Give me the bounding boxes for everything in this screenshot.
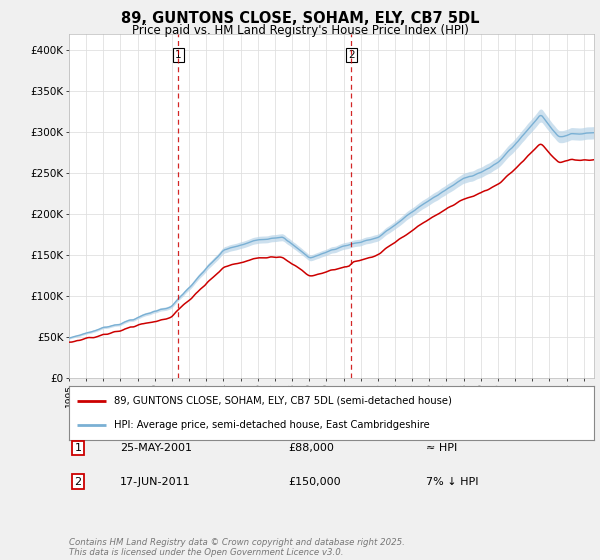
Text: 89, GUNTONS CLOSE, SOHAM, ELY, CB7 5DL (semi-detached house): 89, GUNTONS CLOSE, SOHAM, ELY, CB7 5DL (… [113,396,452,406]
Text: Contains HM Land Registry data © Crown copyright and database right 2025.
This d: Contains HM Land Registry data © Crown c… [69,538,405,557]
Text: £88,000: £88,000 [288,443,334,453]
Text: 2: 2 [74,477,82,487]
Text: 7% ↓ HPI: 7% ↓ HPI [426,477,479,487]
Text: 1: 1 [175,50,182,60]
Text: 17-JUN-2011: 17-JUN-2011 [120,477,191,487]
Text: ≈ HPI: ≈ HPI [426,443,457,453]
Text: 2: 2 [348,50,355,60]
Text: 25-MAY-2001: 25-MAY-2001 [120,443,192,453]
Text: £150,000: £150,000 [288,477,341,487]
Text: Price paid vs. HM Land Registry's House Price Index (HPI): Price paid vs. HM Land Registry's House … [131,24,469,36]
Text: HPI: Average price, semi-detached house, East Cambridgeshire: HPI: Average price, semi-detached house,… [113,420,430,430]
Text: 89, GUNTONS CLOSE, SOHAM, ELY, CB7 5DL: 89, GUNTONS CLOSE, SOHAM, ELY, CB7 5DL [121,11,479,26]
Text: 1: 1 [74,443,82,453]
